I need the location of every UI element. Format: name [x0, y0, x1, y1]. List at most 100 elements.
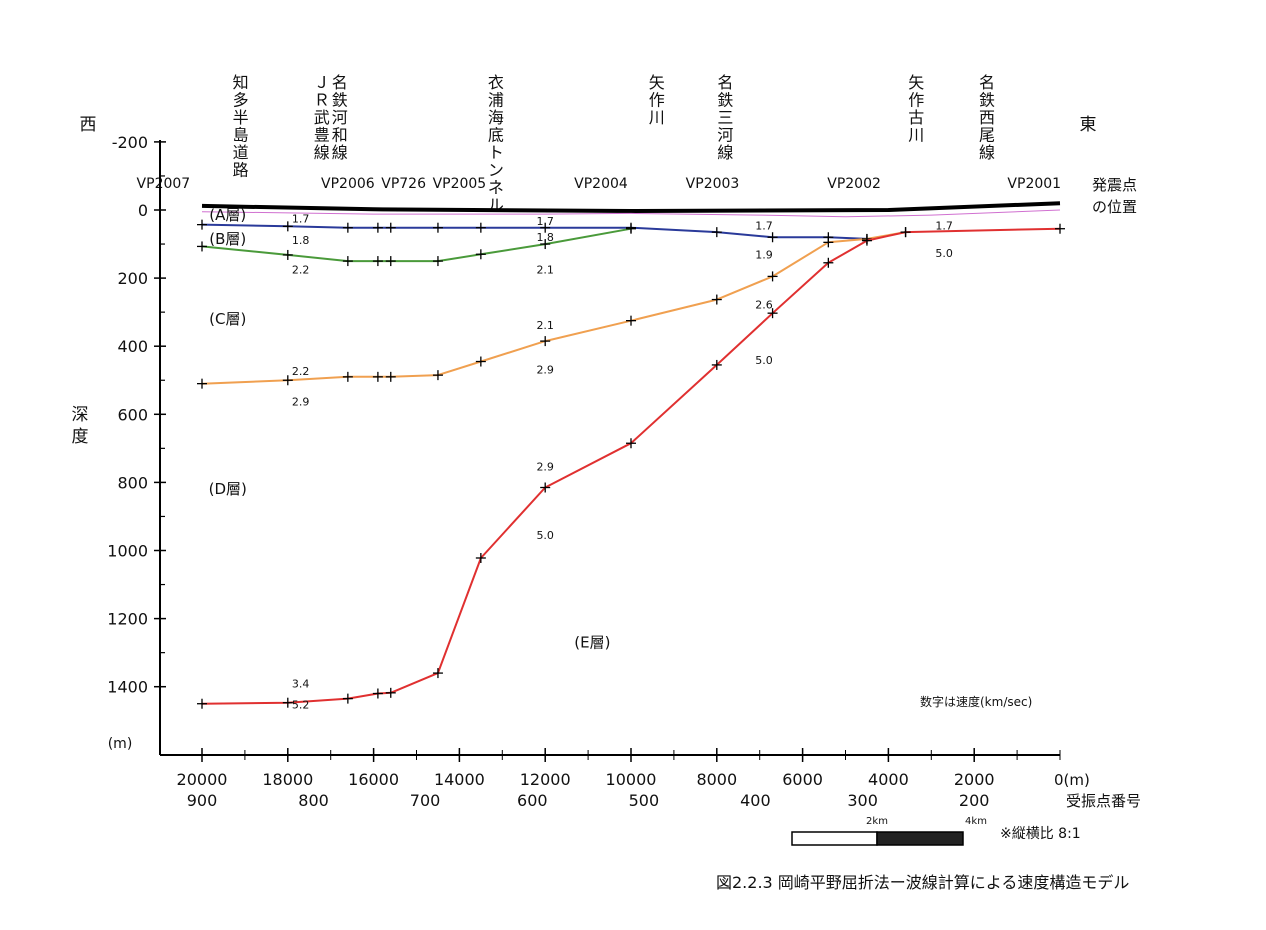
landmark-char: 矢	[649, 73, 665, 92]
x-tick-label: 2000	[954, 770, 995, 789]
y-axis-label-char1: 深	[72, 405, 89, 425]
landmark-labels: 知多半島道路名鉄河和線ＪＲ武豊線衣浦海底トンネル矢作川名鉄三河線矢作古川名鉄西尾…	[233, 73, 995, 215]
velocity-label: 5.0	[755, 354, 773, 367]
landmark-char: 武	[314, 108, 330, 127]
x-tick-label: 16000	[348, 770, 399, 789]
y-tick-label: 800	[117, 473, 148, 492]
vp-label: VP2006	[321, 176, 375, 192]
velocity-label: 2.9	[536, 460, 554, 473]
y-ticks: -200 0 200 400 600 800 1000 1200 1400	[107, 133, 166, 697]
landmark-char: 名	[979, 73, 995, 92]
layer-label: (D層)	[209, 480, 247, 498]
receiver-tick-label: 700	[410, 791, 441, 810]
axis-titles: 深 度 (m) 0(m) 受振点番号	[72, 405, 1142, 810]
shot-point-label-line2: の位置	[1092, 198, 1137, 216]
landmark-char: ン	[488, 161, 504, 180]
west-label: 西	[80, 115, 97, 135]
landmark-char: 尾	[979, 126, 995, 145]
landmark-char: 川	[649, 108, 665, 127]
series-line	[201, 201, 1061, 213]
velocity-label: 1.7	[536, 215, 554, 228]
landmark-char: 古	[908, 108, 924, 127]
landmark-char: 作	[908, 91, 924, 110]
x-tick-label: 18000	[262, 770, 313, 789]
velocity-label: 1.7	[935, 219, 953, 232]
receiver-tick-label: 500	[629, 791, 660, 810]
velocity-label: 5.0	[935, 247, 953, 260]
landmark-char: 半	[233, 108, 249, 127]
y-tick-label: 200	[117, 269, 148, 288]
receiver-tick-label: 300	[847, 791, 878, 810]
landmark-char: 河	[717, 126, 733, 145]
landmark-char: 河	[332, 108, 348, 127]
series-line	[201, 227, 632, 263]
layer-label: (B層)	[209, 230, 246, 248]
velocity-label: 2.9	[536, 363, 554, 376]
scale-bar-black	[876, 831, 964, 846]
velocity-label: 2.9	[292, 396, 310, 409]
scale-bar: 2km 4km ※縦横比 8:1	[791, 816, 1081, 846]
landmark-char: 鉄	[979, 91, 995, 110]
velocity-label: 1.8	[536, 231, 554, 244]
series-layer	[197, 201, 1065, 709]
x-tick-label: 10000	[606, 770, 657, 789]
vp-label: VP2001	[1007, 176, 1061, 192]
y-tick-label: 600	[117, 405, 148, 424]
landmark-char: 名	[332, 73, 348, 92]
landmark-char: Ｊ	[314, 73, 330, 92]
scale-bar-white	[791, 831, 878, 846]
velocity-labels: 1.7 1.8 2.2 1.7 1.8 2.1 1.7 1.9 1.7 5.0 2.1 2.9 2.6 5…	[292, 213, 953, 712]
y-axis-label-char2: 度	[72, 427, 89, 447]
landmark-char: 鉄	[332, 91, 348, 110]
velocity-label: 2.1	[536, 319, 554, 332]
landmark-char: 道	[233, 143, 249, 162]
receiver-ticks: 900 800 700 600 500 400 300 200	[187, 791, 990, 810]
landmark-char: 名	[717, 73, 733, 92]
layer-label: (A層)	[209, 206, 246, 224]
landmark-char: Ｒ	[314, 91, 330, 110]
y-tick-label: -200	[112, 133, 148, 152]
landmark-char: ト	[488, 143, 504, 162]
landmark-char: 矢	[908, 73, 924, 92]
shot-point-label-line1: 発震点	[1092, 176, 1137, 194]
receiver-number-label: 受振点番号	[1066, 792, 1141, 810]
velocity-label: 1.8	[292, 234, 310, 247]
aspect-ratio-note: ※縦横比 8:1	[1000, 826, 1081, 842]
velocity-units-note: 数字は速度(km/sec)	[920, 694, 1032, 709]
x-ticks: 20000 18000 16000 14000 12000 10000 8000 6000 40…	[177, 748, 1061, 789]
vp-label: VP2002	[827, 176, 881, 192]
velocity-label: 1.7	[755, 219, 773, 232]
receiver-tick-label: 900	[187, 791, 218, 810]
landmark-char: 衣	[488, 73, 504, 92]
velocity-label: 1.7	[292, 213, 310, 226]
series-line	[201, 231, 906, 385]
velocity-label: 2.6	[755, 299, 773, 312]
header-labels: 西 東 発震点 の位置	[80, 115, 1138, 216]
landmark-char: 底	[488, 126, 504, 145]
y-tick-label: 1200	[107, 610, 148, 629]
x-tick-label: 12000	[520, 770, 571, 789]
landmark-char: 島	[233, 126, 249, 145]
scale-2km-label: 2km	[866, 816, 888, 827]
landmark-char: 和	[332, 126, 348, 145]
landmark-char: 知	[233, 73, 249, 92]
y-axis-unit: (m)	[108, 736, 133, 752]
layer-label: (C層)	[209, 310, 246, 328]
landmark-char: 作	[649, 91, 665, 110]
velocity-label: 5.0	[536, 529, 554, 542]
x-tick-label: 8000	[696, 770, 737, 789]
receiver-tick-label: 200	[959, 791, 990, 810]
vp-label: VP2004	[574, 176, 628, 192]
velocity-label: 2.1	[536, 264, 554, 277]
scale-4km-label: 4km	[965, 816, 987, 827]
landmark-char: 路	[233, 161, 249, 180]
landmark-char: 線	[332, 143, 348, 162]
x-tick-label: 14000	[434, 770, 485, 789]
layer-label: (E層)	[574, 633, 610, 651]
velocity-label: 2.2	[292, 365, 310, 378]
landmark-char: 豊	[314, 126, 330, 145]
y-tick-label: 400	[117, 337, 148, 356]
landmark-char: 海	[488, 108, 504, 127]
landmark-char: 多	[233, 91, 249, 110]
